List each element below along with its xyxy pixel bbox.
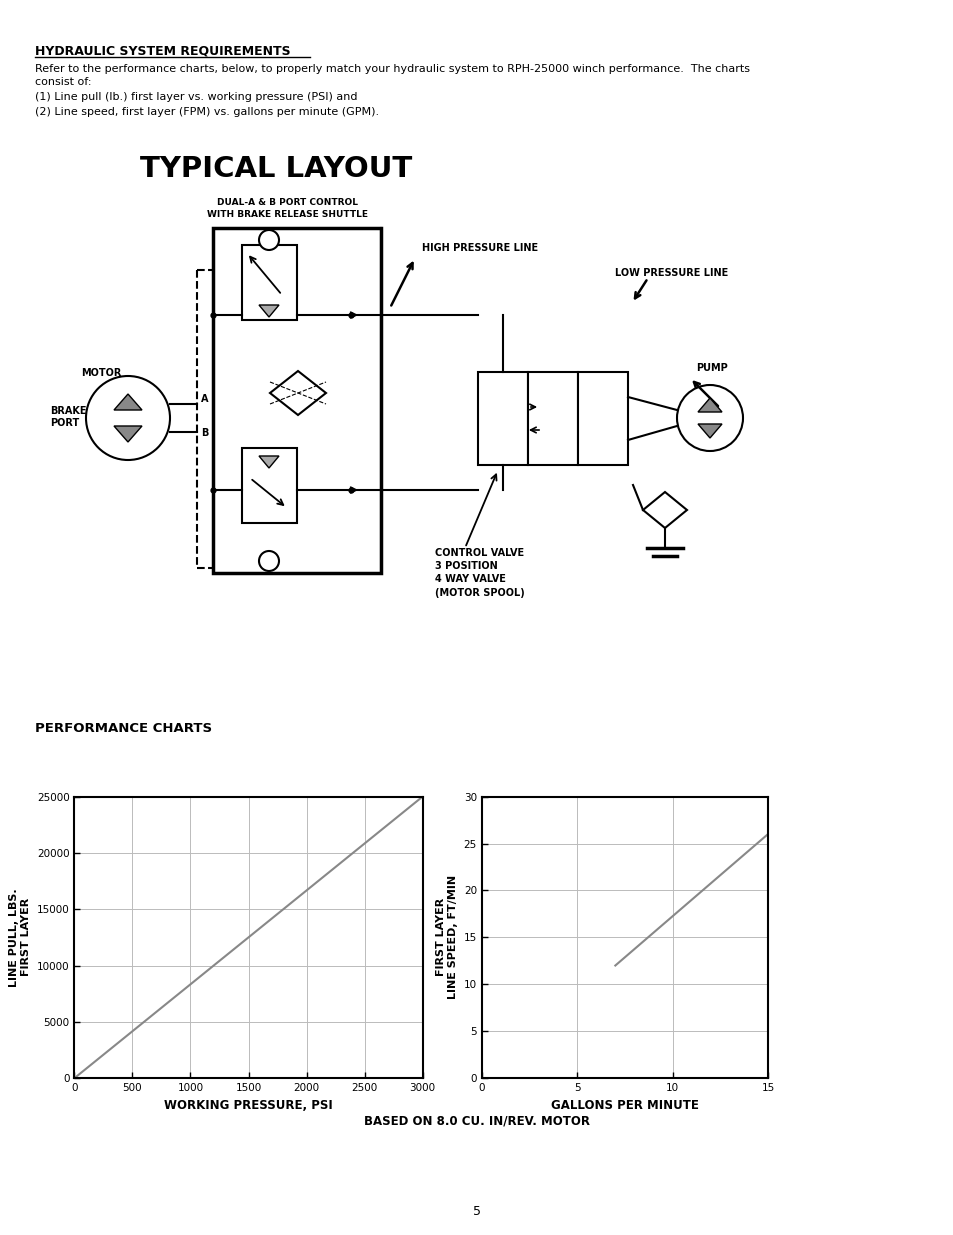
Text: 5: 5	[473, 1205, 480, 1218]
Bar	[242, 245, 296, 320]
Polygon shape	[698, 398, 721, 412]
Text: LOW PRESSURE LINE: LOW PRESSURE LINE	[615, 268, 727, 278]
Circle shape	[258, 551, 278, 571]
Text: (2) Line speed, first layer (FPM) vs. gallons per minute (GPM).: (2) Line speed, first layer (FPM) vs. ga…	[35, 107, 378, 117]
Polygon shape	[270, 370, 326, 415]
Bar	[242, 448, 296, 522]
Text: (1) Line pull (lb.) first layer vs. working pressure (PSI) and: (1) Line pull (lb.) first layer vs. work…	[35, 91, 357, 103]
Circle shape	[258, 230, 278, 249]
Text: CONTROL VALVE
3 POSITION
4 WAY VALVE
(MOTOR SPOOL): CONTROL VALVE 3 POSITION 4 WAY VALVE (MO…	[435, 548, 524, 598]
Polygon shape	[642, 492, 686, 529]
Bar	[527, 372, 578, 466]
Bar	[477, 372, 527, 466]
Text: PERFORMANCE CHARTS: PERFORMANCE CHARTS	[35, 722, 212, 735]
Polygon shape	[258, 305, 278, 317]
Circle shape	[86, 375, 170, 459]
Text: HYDRAULIC SYSTEM REQUIREMENTS: HYDRAULIC SYSTEM REQUIREMENTS	[35, 44, 291, 57]
Circle shape	[677, 385, 742, 451]
Text: A: A	[201, 394, 209, 404]
Bar	[578, 372, 627, 466]
Text: PUMP: PUMP	[696, 363, 727, 373]
Text: MOTOR: MOTOR	[81, 368, 121, 378]
Text: BASED ON 8.0 CU. IN/REV. MOTOR: BASED ON 8.0 CU. IN/REV. MOTOR	[364, 1115, 589, 1128]
X-axis label: WORKING PRESSURE, PSI: WORKING PRESSURE, PSI	[164, 1099, 333, 1112]
Text: TYPICAL LAYOUT: TYPICAL LAYOUT	[140, 156, 412, 183]
Text: B: B	[201, 429, 208, 438]
Text: HIGH PRESSURE LINE: HIGH PRESSURE LINE	[421, 243, 537, 253]
Polygon shape	[258, 456, 278, 468]
Bar	[213, 228, 380, 573]
Polygon shape	[113, 426, 142, 442]
Y-axis label: FIRST LAYER
LINE SPEED, FT/MIN: FIRST LAYER LINE SPEED, FT/MIN	[436, 876, 457, 999]
Polygon shape	[113, 394, 142, 410]
Text: BRAKE
PORT: BRAKE PORT	[50, 406, 87, 429]
Polygon shape	[698, 424, 721, 438]
X-axis label: GALLONS PER MINUTE: GALLONS PER MINUTE	[550, 1099, 699, 1112]
Y-axis label: LINE PULL, LBS.
FIRST LAYER: LINE PULL, LBS. FIRST LAYER	[9, 888, 31, 987]
Text: DUAL-A & B PORT CONTROL
WITH BRAKE RELEASE SHUTTLE: DUAL-A & B PORT CONTROL WITH BRAKE RELEA…	[208, 198, 368, 219]
Text: Refer to the performance charts, below, to properly match your hydraulic system : Refer to the performance charts, below, …	[35, 64, 749, 74]
Text: consist of:: consist of:	[35, 77, 91, 86]
